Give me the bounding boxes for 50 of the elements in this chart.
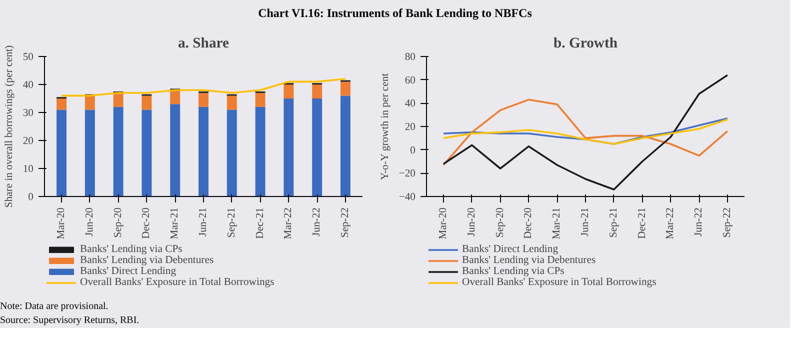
x-tick-label: Dec-20: [523, 207, 534, 239]
x-tick-label: Mar-21: [552, 207, 563, 240]
x-tick-label: Sep-22: [340, 207, 351, 238]
x-tick-label: Dec-21: [636, 207, 648, 239]
y-tick-label: 10: [22, 164, 34, 175]
x-tick-label: Dec-21: [254, 207, 266, 239]
x-tick-label: Jun-22: [694, 207, 705, 237]
source-note: Source: Supervisory Returns, RBI.: [0, 315, 140, 326]
x-tick-label: Sep-21: [226, 207, 238, 238]
y-tick-label: 50: [22, 52, 34, 63]
x-tick-label: Jun-21: [198, 207, 209, 237]
legend-label: Banks' Direct Lending: [80, 266, 176, 277]
y-tick-label: 0: [28, 192, 34, 203]
x-tick-label: Mar-20: [438, 207, 450, 240]
y-axis-title: Y-o-Y growth in per cent: [380, 73, 391, 180]
y-axis-title: Share in overall borrowings (per cent): [4, 44, 15, 208]
chart-title: b. Growth: [553, 36, 618, 52]
legend-label: Banks' Lending via Debentures: [80, 255, 214, 266]
x-tick-label: Sep-21: [608, 207, 620, 238]
y-tick-label: 40: [404, 98, 416, 110]
x-tick-label: Jun-22: [312, 207, 323, 237]
legend-label: Overall Banks' Exposure in Total Borrowings: [80, 277, 274, 288]
x-tick-label: Sep-20: [494, 207, 506, 238]
x-tick-label: Jun-21: [580, 207, 591, 237]
x-tick-label: Jun-20: [84, 207, 96, 237]
x-tick-label: Sep-22: [722, 207, 733, 238]
x-tick-label: Jun-20: [466, 207, 478, 237]
y-tick-label: −40: [398, 192, 416, 203]
text: Chart VI.16: Instruments of Bank Lending to NBFCs: [258, 6, 532, 20]
x-tick-label: Dec-20: [141, 207, 152, 239]
y-tick-label: −20: [398, 168, 416, 180]
y-tick-label: 60: [404, 75, 416, 86]
x-tick-label: Mar-21: [170, 207, 181, 240]
x-tick-label: Mar-22: [283, 207, 294, 240]
y-tick-label: 30: [22, 108, 34, 119]
legend-label: Banks' Lending via Debentures: [462, 255, 596, 266]
x-tick-label: Mar-22: [665, 207, 676, 240]
y-tick-label: 40: [22, 80, 34, 91]
y-tick-label: 20: [404, 122, 416, 133]
y-tick-label: 20: [22, 136, 34, 147]
y-tick-label: 0: [410, 145, 416, 156]
legend-label: Banks' Lending via CPs: [80, 244, 182, 255]
legend-label: Banks' Direct Lending: [462, 244, 558, 255]
legend-label: Overall Banks' Exposure in Total Borrowings: [462, 277, 656, 288]
y-tick-label: 80: [404, 52, 416, 63]
x-tick-label: Sep-20: [112, 207, 124, 238]
text: Note: Data are provisional.: [0, 301, 108, 312]
chart-title: a. Share: [178, 36, 230, 52]
legend-label: Banks' Lending via CPs: [462, 266, 564, 277]
x-tick-label: Mar-20: [56, 207, 68, 240]
